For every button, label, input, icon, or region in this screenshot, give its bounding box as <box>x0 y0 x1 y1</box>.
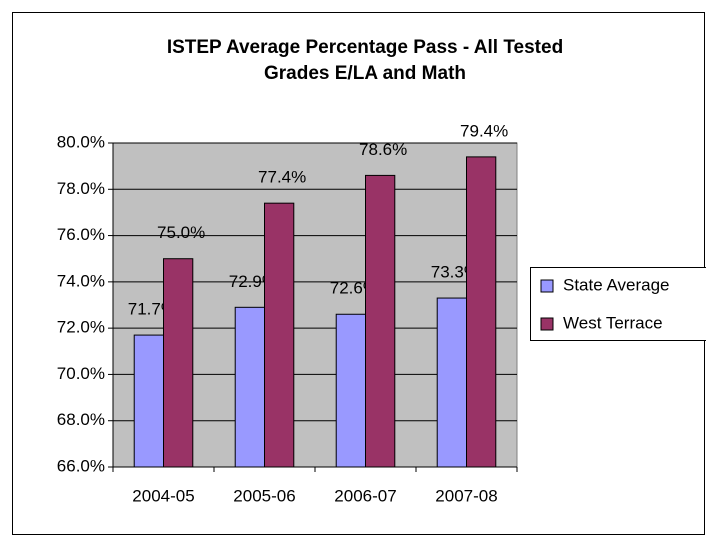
bar <box>264 202 295 468</box>
y-tick-label: 78.0% <box>57 179 105 198</box>
bar <box>466 156 497 468</box>
legend <box>530 267 706 341</box>
bar <box>365 174 396 468</box>
x-tick-label: 2006-07 <box>334 486 396 505</box>
chart-title: Grades E/LA and Math <box>264 63 466 84</box>
legend-swatch <box>540 279 554 293</box>
data-label: 78.6% <box>359 140 407 159</box>
y-tick-label: 76.0% <box>57 225 105 244</box>
legend-label: State Average <box>563 275 670 294</box>
y-tick-label: 68.0% <box>57 410 105 429</box>
bar <box>436 297 467 468</box>
y-tick-label: 74.0% <box>57 271 105 290</box>
legend-label: West Terrace <box>563 313 663 332</box>
legend-swatch <box>540 317 554 331</box>
chart-title: ISTEP Average Percentage Pass - All Test… <box>167 37 563 58</box>
bar <box>133 334 165 468</box>
data-label: 75.0% <box>157 223 205 242</box>
bar <box>234 306 266 468</box>
data-label: 79.4% <box>460 121 508 140</box>
x-tick-label: 2007-08 <box>435 486 497 505</box>
y-tick-label: 66.0% <box>57 456 105 475</box>
y-tick-label: 72.0% <box>57 318 105 337</box>
y-tick-label: 70.0% <box>57 364 105 383</box>
bar <box>335 313 366 468</box>
x-tick-label: 2005-06 <box>233 486 295 505</box>
x-tick-label: 2004-05 <box>132 486 194 505</box>
data-label: 77.4% <box>258 168 306 187</box>
y-tick-label: 80.0% <box>57 132 105 151</box>
bar <box>163 258 194 468</box>
